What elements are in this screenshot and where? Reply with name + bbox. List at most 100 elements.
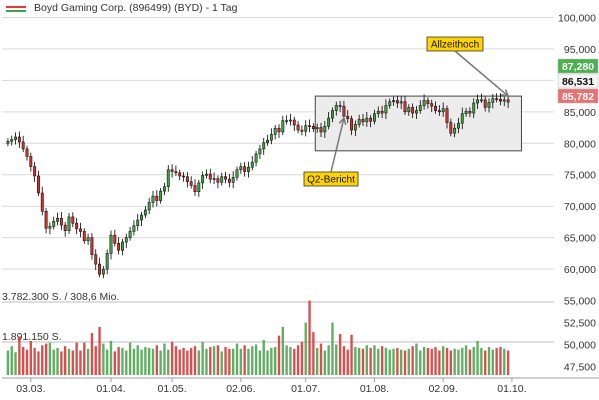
volume-bar [445,347,449,375]
volume-bar [399,349,403,375]
candle-body [82,231,86,242]
candle-body [266,139,269,143]
candle-body [239,166,243,170]
candle-body [304,125,308,132]
volume-bar [296,345,300,375]
volume-bar [415,343,418,375]
candle-body [338,105,342,107]
volume-bar [67,348,71,375]
volume-bar [228,348,231,375]
volume-bar [94,346,97,375]
volume-bar [231,348,235,375]
volume-bar [304,322,307,375]
price-label-low [557,88,599,104]
candle-body [37,175,40,194]
price-tick-label: 75,000 [564,170,596,182]
volume-bar [365,345,369,375]
annotation-q2-bericht-text: Q2-Bericht [307,175,355,186]
volume-bar [205,348,208,375]
volume-bar [350,334,353,375]
candle-body [277,127,281,133]
volume-bar [357,347,361,375]
candle-body [185,176,189,182]
volume-bar [396,347,399,375]
candle-body [281,120,285,133]
candle-body [140,214,143,221]
candle-body [224,176,227,180]
annotation-allzeithoch-arrowhead [501,89,510,98]
candle-body [208,173,212,180]
candle-body [437,110,441,113]
volume-bar [105,349,109,375]
volume-bar [411,346,414,375]
volume-bar [170,341,174,375]
volume-bar [21,347,25,375]
volume-bar [197,350,201,375]
candle-body [262,142,266,150]
volume-bar [384,347,388,375]
candle-body [273,127,277,135]
candle-body [231,177,235,183]
x-tick-label: 02.09. [429,383,458,395]
candle-body [506,99,510,103]
annotation-q2-bericht-arrow [330,117,345,173]
candle-body [388,101,392,106]
volume-bar [147,347,151,375]
volume-bar [323,350,327,375]
candle-body [334,105,338,111]
candle-body [457,122,460,129]
volume-tick-label: 52,500 [564,318,596,330]
volume-bar [159,350,162,375]
volume-bar [273,347,277,375]
volume-bar [75,342,78,375]
volume-bar [243,345,246,375]
candle-body [178,172,182,177]
candle-body [235,169,239,178]
volume-bar [281,326,285,375]
volume-bar [373,345,376,375]
volume-bar [430,348,433,375]
volume-bar [293,348,296,375]
candle-body [296,124,300,131]
volume-bar [327,345,330,375]
volume-bar [308,300,311,375]
volume-bar [83,342,86,375]
candle-body [113,234,117,244]
volume-bar [128,342,132,375]
candle-body [460,113,464,124]
candle-body [128,231,132,238]
candle-body [67,216,71,231]
candle-body [392,100,395,103]
candle-body [101,268,105,275]
volume-bar [506,350,510,375]
volume-bar [277,335,281,375]
candle-body [346,115,350,119]
volume-bar [491,349,495,375]
candle-body [151,195,155,203]
candle-body [86,237,90,242]
volume-bar [212,346,216,375]
candle-body [174,171,178,174]
candle-body [361,119,365,123]
volume-bar [335,344,338,375]
candle-body [449,122,453,134]
volume-bar [155,345,159,375]
candle-body [48,226,52,229]
volume-bar [388,349,391,375]
candle-body [300,129,304,132]
volume-bar [342,346,346,375]
volume-bar [403,350,407,375]
volume-bar [266,350,269,375]
candle-body [331,110,334,119]
volume-bar [56,347,59,375]
volume-bar [407,348,411,375]
volume-tick-label: 55,000 [564,296,596,308]
candle-body [292,119,296,126]
volume-bar [438,350,441,375]
price-tick-label: 70,000 [564,201,596,213]
volume-bar [258,350,262,375]
volume-bar [29,340,33,375]
volume-bar [98,326,101,375]
candle-body [79,228,82,232]
